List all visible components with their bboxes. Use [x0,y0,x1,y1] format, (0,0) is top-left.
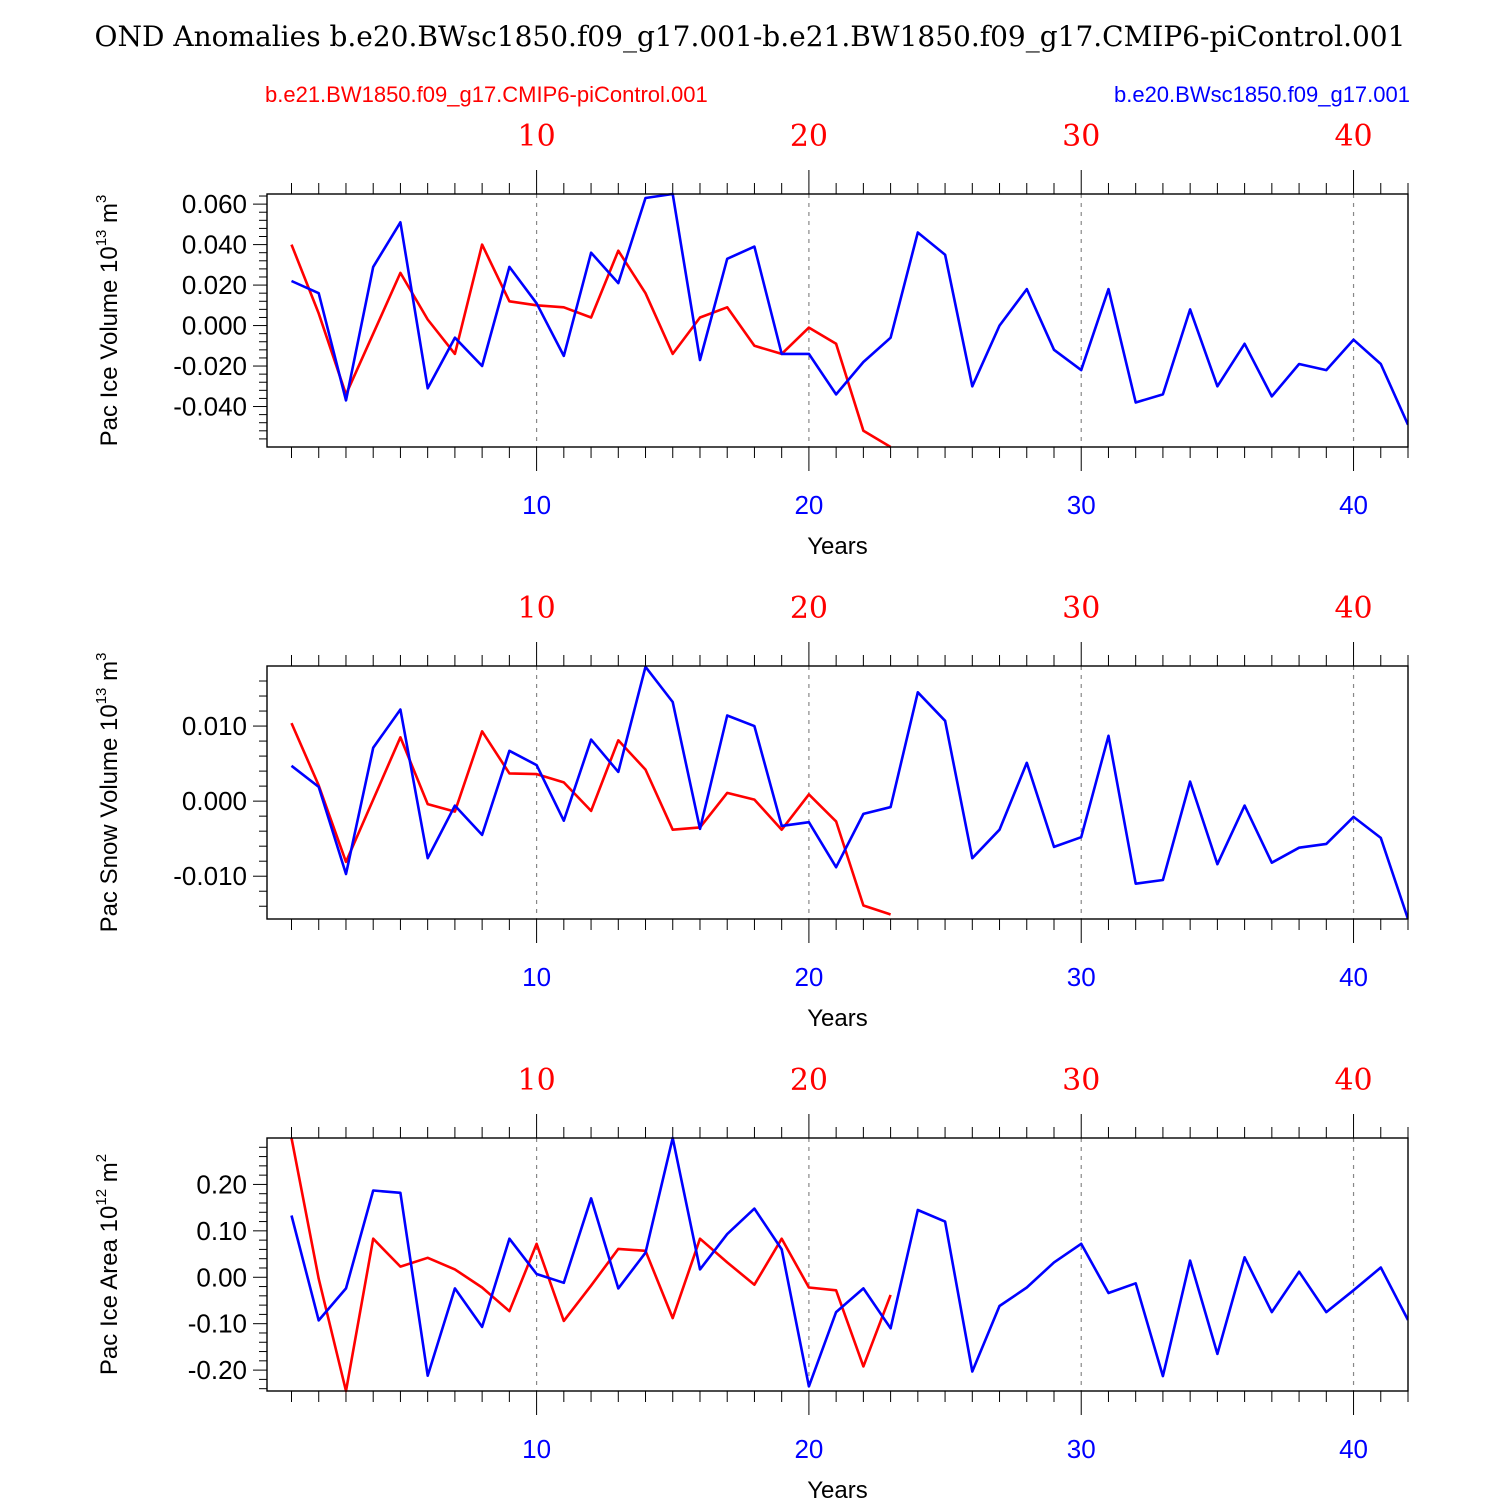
y-tick-label: -0.20 [188,1355,247,1385]
x-tick-label-bottom: 20 [794,1434,823,1464]
plot-frame [266,193,1409,448]
x-tick-label-bottom: 40 [1339,490,1368,520]
y-axis-label: Pac Snow Volume 1013 m3 [93,653,123,933]
x-tick-label-top: 10 [517,1063,555,1098]
x-axis-label: Years [807,533,868,560]
y-axis-label-text: Pac Ice Volume 10 [96,246,123,446]
blue-series-line [290,665,1408,920]
y-tick-label: 0.10 [196,1216,247,1246]
y-tick-label: 0.00 [196,1262,247,1292]
x-tick-label-bottom: 10 [522,1434,551,1464]
y-axis-label-text: m [96,661,123,688]
y-axis-label-superscript: 2 [93,1154,110,1162]
y-tick-label: 0.20 [196,1169,247,1199]
x-tick-label-bottom: 10 [522,490,551,520]
x-tick-label-bottom: 10 [522,962,551,992]
plot-frame [266,1137,1409,1392]
x-tick-label-top: 40 [1334,119,1372,154]
y-tick-label: -0.010 [173,861,247,891]
y-tick-label: -0.10 [188,1309,247,1339]
plot-frame [266,665,1409,920]
legend-blue-series-label: b.e20.BWsc1850.f09_g17.001 [1114,82,1410,107]
y-axis-label-superscript: 13 [93,230,110,247]
x-tick-label-top: 30 [1062,1063,1100,1098]
y-axis-label-text: Pac Ice Area 10 [96,1206,123,1375]
blue-series-line [290,192,1408,426]
x-tick-label-top: 20 [790,119,828,154]
x-tick-label-bottom: 30 [1067,490,1096,520]
panel-1: -0.040 -0.020 0.000 0.020 0.040 0.060 10 10 20 20… [93,119,1409,560]
y-axis-label: Pac Ice Volume 1013 m3 [93,195,123,447]
panel-3: -0.20 -0.10 0.00 0.10 0.20 10 10 20 20 30 30 40 40 Ye… [93,1063,1409,1500]
x-tick-label-top: 10 [517,591,555,626]
x-tick-label-bottom: 20 [794,962,823,992]
x-axis-label: Years [807,1005,868,1032]
x-tick-label-top: 40 [1334,591,1372,626]
y-axis-label-text: m [96,203,123,230]
y-axis-label-superscript: 12 [93,1189,110,1206]
red-series-line [290,722,892,916]
y-tick-label: 0.000 [182,311,247,341]
x-tick-label-top: 20 [790,591,828,626]
y-axis-label-superscript: 3 [93,653,110,661]
y-tick-label: 0.020 [182,270,247,300]
y-tick-label: 0.040 [182,230,247,260]
x-tick-label-top: 30 [1062,119,1100,154]
figure-title: OND Anomalies b.e20.BWsc1850.f09_g17.001… [95,20,1406,53]
x-tick-label-top: 20 [790,1063,828,1098]
y-tick-label: 0.000 [182,786,247,816]
x-axis-label: Years [807,1477,868,1500]
y-tick-label: 0.010 [182,711,247,741]
x-tick-label-bottom: 30 [1067,962,1096,992]
y-axis-label-text: Pac Snow Volume 10 [96,704,123,932]
y-axis-label: Pac Ice Area 1012 m2 [93,1154,123,1375]
y-tick-label: -0.040 [173,392,247,422]
x-tick-label-bottom: 40 [1339,962,1368,992]
legend-red-series-label: b.e21.BW1850.f09_g17.CMIP6-piControl.001 [265,82,708,107]
y-tick-label: 0.060 [182,189,247,219]
x-tick-label-top: 40 [1334,1063,1372,1098]
panel-2: -0.010 0.000 0.010 10 10 20 20 30 30 40 40 Years Pac… [93,591,1409,1032]
y-axis-label-superscript: 3 [93,195,110,203]
x-tick-label-bottom: 40 [1339,1434,1368,1464]
y-tick-label: -0.020 [173,351,247,381]
panels-group: -0.040-0.0200.0000.0200.0400.06010102020… [93,119,1409,1500]
red-series-line [290,243,892,449]
x-tick-label-top: 10 [517,119,555,154]
y-axis-label-text: m [96,1162,123,1189]
x-tick-label-bottom: 20 [794,490,823,520]
blue-series-line [290,1136,1408,1388]
red-series-line [290,1137,892,1393]
x-tick-label-bottom: 30 [1067,1434,1096,1464]
y-axis-label-superscript: 13 [93,688,110,705]
x-tick-label-top: 30 [1062,591,1100,626]
